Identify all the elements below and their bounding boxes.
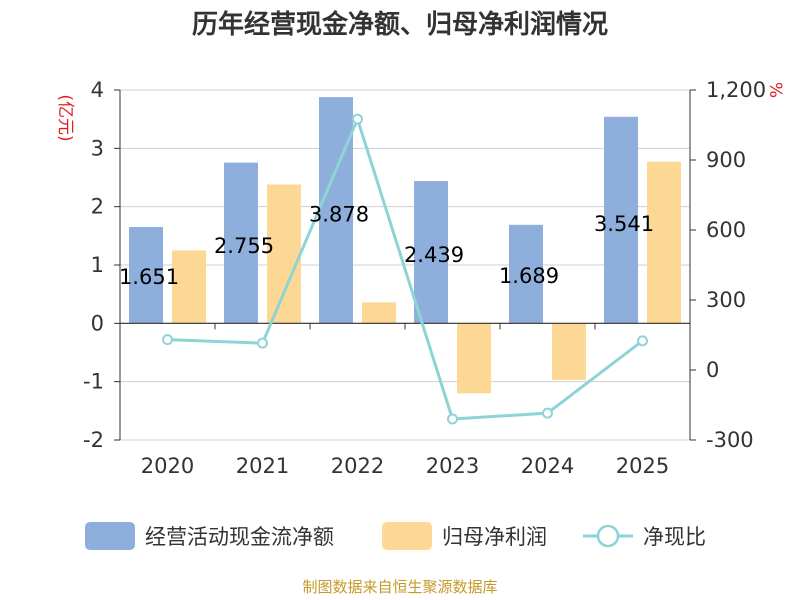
netprofit-bar [267, 184, 301, 324]
legend-label-netprofit: 归母净利润 [442, 525, 547, 549]
cashflow-data-label: 1.689 [499, 264, 559, 288]
axes-group: 4 3 2 1 0 -1 -2 1,200 900 600 300 0 -300 2020 2021 2022… [83, 78, 766, 478]
left-axis-tick-label: 0 [91, 311, 104, 335]
left-axis-tick-label: -2 [83, 428, 104, 452]
legend: 经营活动现金流净额 归母净利润 净现比 [85, 522, 706, 550]
data-labels-group: 1.651 2.755 3.878 2.439 1.689 3.541 [119, 203, 654, 289]
cashflow-bar [509, 224, 543, 324]
netprofit-bar [172, 250, 206, 324]
legend-label-cashflow: 经营活动现金流净额 [145, 525, 334, 549]
left-axis-tick-label: 4 [91, 78, 104, 102]
ratio-point [542, 407, 553, 419]
left-axis-tick-label: 1 [91, 253, 104, 277]
chart-title: 历年经营现金净额、归母净利润情况 [192, 9, 608, 40]
legend-swatch-netprofit [382, 522, 432, 550]
left-axis-tick-label: 3 [91, 136, 104, 160]
ratio-point [162, 334, 173, 346]
cashflow-bar [224, 162, 258, 324]
left-axis-tick-label: 2 [91, 195, 104, 219]
x-axis-label: 2024 [521, 454, 574, 478]
ratio-point [447, 413, 458, 425]
legend-label-ratio: 净现比 [643, 525, 706, 549]
cashflow-data-label: 3.878 [309, 203, 369, 227]
cashflow-bar [604, 116, 638, 324]
left-axis-tick-label: -1 [83, 370, 104, 394]
netprofit-bar [457, 323, 491, 394]
x-axis-label: 2025 [616, 454, 669, 478]
cashflow-bar [129, 227, 163, 324]
cashflow-data-label: 1.651 [119, 265, 179, 289]
right-axis-tick-label: 300 [706, 288, 746, 312]
left-axis-unit: (亿元) [55, 94, 75, 141]
x-axis-label: 2021 [236, 454, 289, 478]
cashflow-data-label: 3.541 [594, 212, 654, 236]
legend-swatch-ratio-marker [596, 524, 620, 548]
right-axis-tick-label: 900 [706, 148, 746, 172]
ratio-point [637, 335, 648, 347]
source-note: 制图数据来自恒生聚源数据库 [302, 578, 497, 596]
right-axis-tick-label: 1,200 [706, 78, 766, 102]
right-axis-tick-label: -300 [706, 428, 754, 452]
x-axis-label: 2022 [331, 454, 384, 478]
cashflow-bar [414, 181, 448, 324]
netprofit-bar [362, 302, 396, 324]
ratio-line [167, 114, 644, 421]
x-axis-label: 2023 [426, 454, 479, 478]
cashflow-bar [319, 97, 353, 324]
right-axis-unit: % [765, 82, 785, 98]
x-axis-label: 2020 [141, 454, 194, 478]
netprofit-bar [552, 323, 586, 380]
netprofit-bar [647, 161, 681, 324]
bars-group [129, 97, 681, 394]
cashflow-data-label: 2.755 [214, 234, 274, 258]
right-axis-tick-label: 600 [706, 218, 746, 242]
ratio-line-group [162, 113, 648, 425]
ratio-point [257, 337, 268, 349]
ratio-point [352, 113, 363, 125]
right-axis-tick-label: 0 [706, 358, 719, 382]
legend-swatch-cashflow [85, 522, 135, 550]
cashflow-data-label: 2.439 [404, 243, 464, 267]
